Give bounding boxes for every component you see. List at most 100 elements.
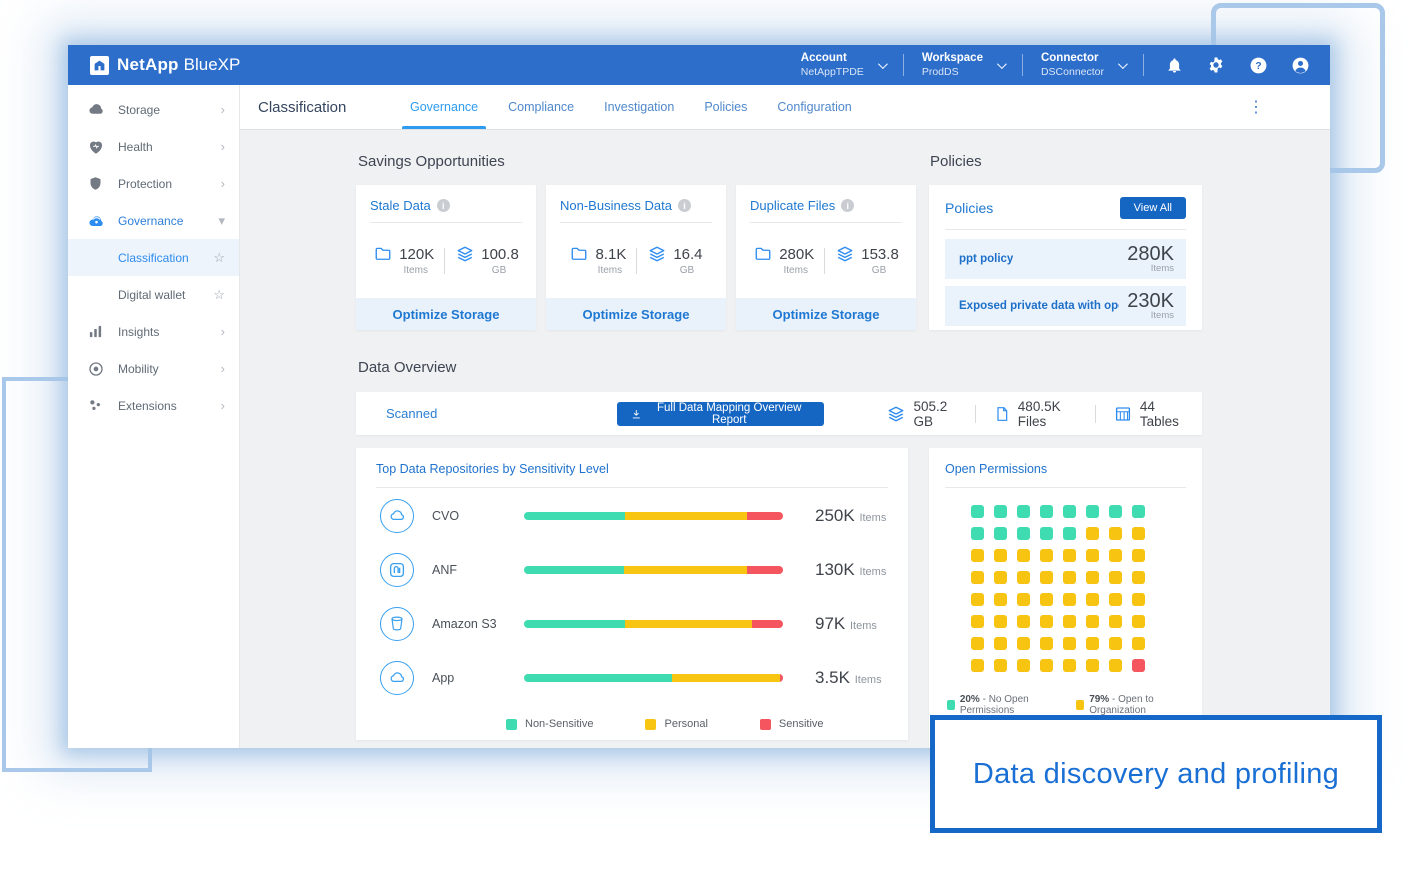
header-menu-value: NetAppTPDE xyxy=(800,65,864,78)
sidebar-item-label: Mobility xyxy=(118,361,159,376)
notifications-bell-icon[interactable] xyxy=(1164,55,1184,75)
waffle-cell xyxy=(1040,571,1053,584)
sidebar-item-insights[interactable]: Insights › xyxy=(68,313,239,350)
more-options-kebab-icon[interactable]: ⋮ xyxy=(1248,99,1264,116)
profile-avatar-icon[interactable] xyxy=(1290,55,1310,75)
view-all-button[interactable]: View All xyxy=(1119,197,1186,219)
full-data-mapping-report-button[interactable]: Full Data Mapping Overview Report xyxy=(617,401,824,426)
help-icon[interactable]: ? xyxy=(1248,55,1268,75)
header-menu-account[interactable]: Account NetAppTPDE xyxy=(783,52,903,78)
sidebar-item-storage[interactable]: Storage › xyxy=(68,91,239,128)
sidebar-nav: Storage › Health › Protection › Governance ▾ Cla… xyxy=(68,85,240,748)
waffle-cell xyxy=(1132,659,1145,672)
sidebar-item-extensions[interactable]: Extensions › xyxy=(68,387,239,424)
waffle-cell xyxy=(1017,615,1030,628)
callout-text: Data discovery and profiling xyxy=(972,757,1340,790)
tab-compliance[interactable]: Compliance xyxy=(508,100,575,114)
favorite-star-icon[interactable]: ☆ xyxy=(213,249,225,265)
settings-gear-icon[interactable] xyxy=(1206,55,1226,75)
repo-total-unit: Items xyxy=(859,565,887,578)
card-divider xyxy=(370,222,522,223)
chevron-down-icon: ▾ xyxy=(218,212,225,228)
card-title: Non-Business Data i xyxy=(546,185,726,222)
waffle-cell xyxy=(1063,637,1076,650)
policy-count: 230K xyxy=(1127,290,1174,313)
sidebar-item-protection[interactable]: Protection › xyxy=(68,165,239,202)
layers-icon xyxy=(647,245,667,263)
sidebar-item-mobility[interactable]: Mobility › xyxy=(68,350,239,387)
folder-icon xyxy=(569,245,589,263)
repo-total: 130K Items xyxy=(815,559,887,579)
optimize-storage-button[interactable]: Optimize Storage xyxy=(356,298,536,330)
legend-item-non-sensitive: Non-Sensitive xyxy=(506,718,593,730)
size-unit: GB xyxy=(679,265,695,276)
tab-investigation[interactable]: Investigation xyxy=(604,100,675,114)
stat-divider xyxy=(974,404,976,423)
stat-divider xyxy=(636,247,638,274)
bar-segment-non-sensitive xyxy=(524,511,625,520)
waffle-cell xyxy=(1040,637,1053,650)
policy-row[interactable]: Exposed private data with open permi... 2… xyxy=(945,286,1186,326)
bar-segment-sensitive xyxy=(751,619,783,628)
legend-label: Sensitive xyxy=(778,718,824,730)
bar-segment-personal xyxy=(625,511,747,520)
header-menu-connector[interactable]: Connector DSConnector xyxy=(1023,52,1143,78)
sensitivity-stacked-bar xyxy=(524,619,783,628)
file-icon xyxy=(994,405,1010,423)
waffle-cell xyxy=(1109,549,1122,562)
health-icon xyxy=(88,138,105,155)
waffle-cell xyxy=(1109,527,1122,540)
chevron-right-icon: › xyxy=(220,324,225,339)
sensitivity-stacked-bar xyxy=(524,565,783,574)
waffle-cell xyxy=(1040,593,1053,606)
tab-policies[interactable]: Policies xyxy=(704,100,748,114)
waffle-cell xyxy=(1086,615,1099,628)
top-header-bar: NetApp BlueXP Account NetAppTPDE Workspace… xyxy=(68,45,1330,85)
waffle-cell xyxy=(1040,505,1053,518)
items-count: 8.1K xyxy=(595,245,627,263)
waffle-cell xyxy=(994,505,1007,518)
sidebar-item-classification[interactable]: Classification ☆ xyxy=(68,239,239,276)
bluexp-app-window: NetApp BlueXP Account NetAppTPDE Workspace… xyxy=(68,45,1330,748)
header-menu-workspace[interactable]: Workspace ProdDS xyxy=(904,52,1022,78)
overview-stat: 505.2 GB xyxy=(868,399,975,429)
tab-configuration[interactable]: Configuration xyxy=(777,100,852,114)
policy-name[interactable]: ppt policy xyxy=(959,253,1014,265)
waffle-cell xyxy=(994,615,1007,628)
tab-bar: Governance Compliance Investigation Policie… xyxy=(401,85,854,129)
repositories-chart-title: Top Data Repositories by Sensitivity Lev… xyxy=(376,462,609,476)
legend-label: 20% - No Open Permissions xyxy=(959,694,1029,716)
governance-icon xyxy=(88,212,105,229)
info-icon[interactable]: i xyxy=(436,199,450,212)
chevron-right-icon: › xyxy=(220,361,225,376)
policy-row[interactable]: ppt policy 280K Items xyxy=(945,239,1186,279)
bar-segment-non-sensitive xyxy=(524,619,625,628)
legend-swatch xyxy=(759,718,771,730)
bar-segment-non-sensitive xyxy=(524,673,672,682)
waffle-cell xyxy=(1040,549,1053,562)
tab-governance[interactable]: Governance xyxy=(401,85,487,129)
optimize-storage-button[interactable]: Optimize Storage xyxy=(546,298,726,330)
waffle-cell xyxy=(1109,593,1122,606)
waffle-cell xyxy=(1086,505,1099,518)
optimize-storage-button[interactable]: Optimize Storage xyxy=(736,298,916,330)
sidebar-item-governance[interactable]: Governance ▾ xyxy=(68,202,239,239)
sidebar-item-digital-wallet[interactable]: Digital wallet ☆ xyxy=(68,276,239,313)
info-icon[interactable]: i xyxy=(678,199,691,212)
layers-icon xyxy=(455,245,475,263)
favorite-star-icon[interactable]: ☆ xyxy=(213,286,225,302)
header-menu-label: Account xyxy=(800,52,847,65)
card-title: Stale Data i xyxy=(356,185,536,222)
brand-logo: NetApp BlueXP xyxy=(90,55,240,75)
sidebar-item-health[interactable]: Health › xyxy=(68,128,239,165)
info-icon[interactable]: i xyxy=(841,199,855,212)
policy-value: 230K Items xyxy=(1127,291,1174,321)
protection-icon xyxy=(88,175,105,192)
items-unit: Items xyxy=(403,265,428,276)
card-divider xyxy=(560,222,712,223)
policy-count-unit: Items xyxy=(1150,310,1174,322)
policy-name[interactable]: Exposed private data with open permi... xyxy=(959,300,1119,312)
brand-suffix: BlueXP xyxy=(183,55,241,74)
policy-value: 280K Items xyxy=(1127,244,1174,274)
waffle-cell xyxy=(1017,593,1030,606)
